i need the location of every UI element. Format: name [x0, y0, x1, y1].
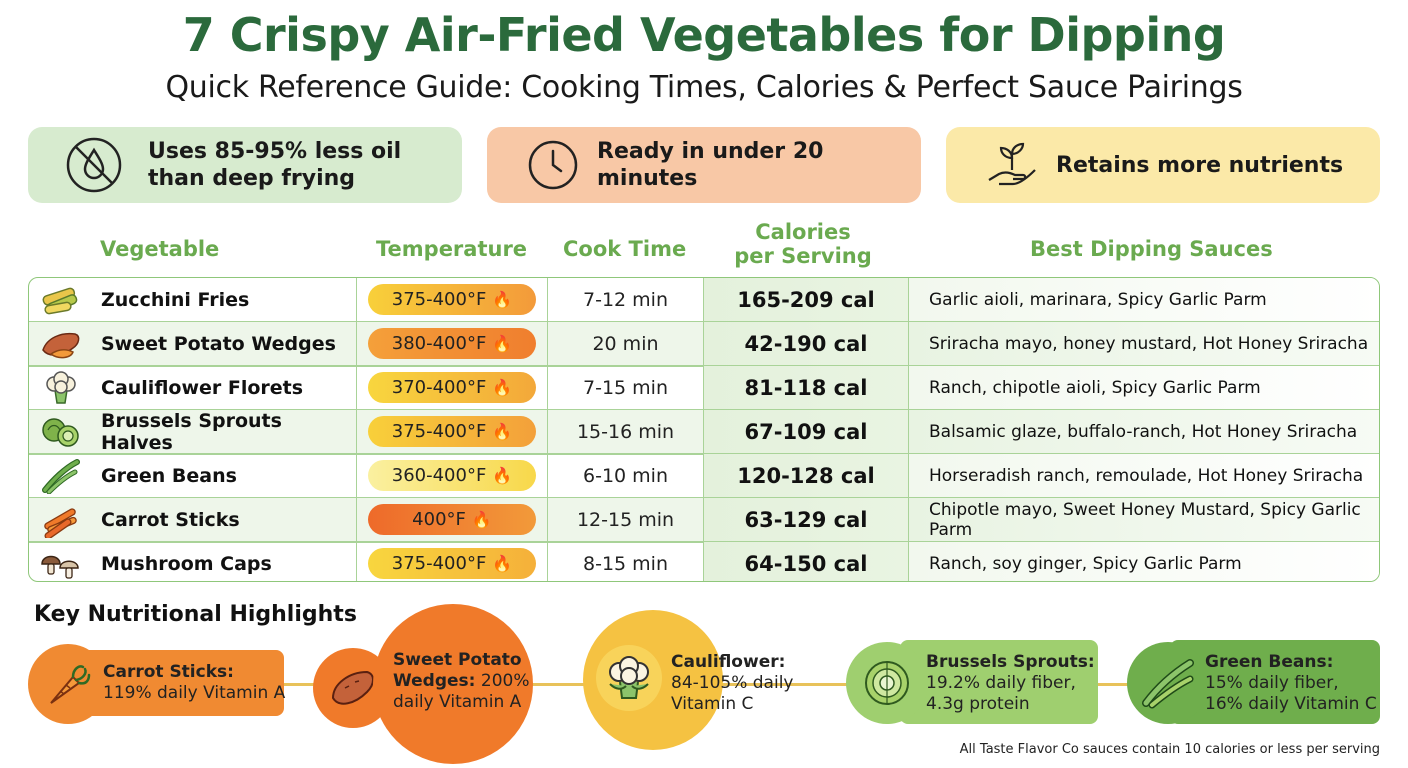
col-header-sauces: Best Dipping Sauces [1030, 237, 1273, 261]
vegetable-name: Mushroom Caps [101, 552, 272, 575]
calories: 165-209 cal [704, 278, 909, 322]
clock-icon [523, 135, 583, 195]
sweet-potato-icon [331, 670, 374, 705]
temperature-pill: 375-400°F 🔥 [368, 416, 536, 448]
page-title: 7 Crispy Air-Fried Vegetables for Dippin… [182, 8, 1226, 62]
highlight-circle-cauliflower-icon [596, 645, 662, 711]
highlight-text-carrot: Carrot Sticks: 119% daily Vitamin A [103, 662, 286, 703]
vegetable-name: Green Beans [101, 464, 237, 487]
highlight-circle-green-beans [1127, 642, 1209, 724]
highlights-heading: Key Nutritional Highlights [34, 602, 357, 627]
flame-icon: 🔥 [492, 290, 513, 310]
calories: 42-190 cal [704, 322, 909, 366]
temperature-pill: 370-400°F 🔥 [368, 372, 536, 404]
benefit-text-nutrients: Retains more nutrients [1056, 152, 1344, 178]
benefit-card-nutrients: Retains more nutrients [946, 127, 1380, 203]
temperature-pill: 375-400°F 🔥 [368, 284, 536, 316]
page-subtitle: Quick Reference Guide: Cooking Times, Ca… [165, 70, 1243, 105]
sauces: Sriracha mayo, honey mustard, Hot Honey … [909, 322, 1379, 366]
vegetable-table: Zucchini Fries 375-400°F 🔥 7-12 min 165-2… [28, 277, 1380, 582]
highlight-text-cauliflower: Cauliflower: 84-105% daily Vitamin C [671, 652, 794, 714]
table-row: Cauliflower Florets 370-400°F 🔥 7-15 min … [29, 366, 1379, 410]
sauces: Ranch, chipotle aioli, Spicy Garlic Parm [909, 366, 1379, 410]
cook-time: 7-15 min [548, 366, 704, 410]
mushroom-icon [41, 555, 79, 579]
highlight-circle-brussels [846, 642, 928, 724]
cauliflower-icon [609, 656, 649, 699]
no-oil-icon [64, 135, 124, 195]
vegetable-name: Sweet Potato Wedges [101, 332, 336, 355]
temperature-pill: 360-400°F 🔥 [368, 460, 536, 492]
cook-time: 6-10 min [548, 454, 704, 498]
table-row: Carrot Sticks 400°F 🔥 12-15 min 63-129 ca… [29, 498, 1379, 542]
sauces: Ranch, soy ginger, Spicy Garlic Parm [909, 542, 1379, 581]
table-row: Zucchini Fries 375-400°F 🔥 7-12 min 165-2… [29, 278, 1379, 322]
cook-time: 7-12 min [548, 278, 704, 322]
cook-time: 15-16 min [548, 410, 704, 454]
col-header-cook-time: Cook Time [563, 237, 687, 261]
green-beans-icon [1142, 659, 1194, 709]
highlight-text-green-beans: Green Beans: 15% daily fiber, 16% daily Vi… [1205, 652, 1377, 714]
sauces: Garlic aioli, marinara, Spicy Garlic Par… [909, 278, 1379, 322]
benefit-card-oil: Uses 85-95% less oil than deep frying [28, 127, 462, 203]
calories: 63-129 cal [704, 498, 909, 542]
temperature-pill: 375-400°F 🔥 [368, 548, 536, 580]
temperature-pill: 400°F 🔥 [368, 504, 536, 536]
highlight-circle-sweet-potato-large [373, 604, 533, 764]
cook-time: 20 min [548, 322, 704, 366]
sauces: Balsamic glaze, buffalo-ranch, Hot Honey… [909, 410, 1379, 454]
benefit-card-time: Ready in under 20 minutes [487, 127, 921, 203]
col-header-calories: Calories per Serving [734, 220, 872, 268]
flame-icon: 🔥 [492, 554, 513, 574]
calories: 64-150 cal [704, 542, 909, 581]
sprout-hand-icon [982, 135, 1042, 195]
temperature-pill: 380-400°F 🔥 [368, 328, 536, 360]
vegetable-name: Zucchini Fries [101, 288, 250, 311]
sauces: Horseradish ranch, remoulade, Hot Honey … [909, 454, 1379, 498]
zucchini-icon [42, 287, 78, 315]
highlight-panel-brussels [900, 640, 1098, 724]
brussels-sprouts-icon [865, 661, 909, 705]
highlight-circle-carrot [28, 644, 108, 724]
benefit-text-oil: Uses 85-95% less oil than deep frying [148, 139, 402, 191]
calories: 81-118 cal [704, 366, 909, 410]
table-row: Green Beans 360-400°F 🔥 6-10 min 120-128 … [29, 454, 1379, 498]
vegetable-name: Carrot Sticks [101, 508, 240, 531]
flame-icon: 🔥 [492, 422, 513, 442]
sauces: Chipotle mayo, Sweet Honey Mustard, Spic… [909, 498, 1379, 542]
calories: 120-128 cal [704, 454, 909, 498]
benefit-text-time: Ready in under 20 minutes [597, 139, 824, 191]
cauliflower-icon [46, 371, 76, 404]
col-header-vegetable: Vegetable [100, 237, 220, 261]
sweet-potato-icon [42, 332, 80, 359]
table-row: Brussels Sprouts Halves 375-400°F 🔥 15-16… [29, 409, 1379, 454]
table-row: Mushroom Caps 375-400°F 🔥 8-15 min 64-150… [29, 542, 1379, 581]
cook-time: 8-15 min [548, 542, 704, 581]
carrot-icon [50, 665, 91, 704]
vegetable-name: Cauliflower Florets [101, 376, 304, 399]
col-header-temperature: Temperature [376, 237, 528, 261]
vegetable-name: Brussels Sprouts Halves [101, 409, 282, 454]
highlight-text-brussels: Brussels Sprouts: 19.2% daily fiber, 4.3g … [926, 652, 1095, 714]
footnote: All Taste Flavor Co sauces contain 10 ca… [959, 742, 1380, 757]
cook-time: 12-15 min [548, 498, 704, 542]
table-row: Sweet Potato Wedges 380-400°F 🔥 20 min 42… [29, 322, 1379, 366]
brussels-sprouts-icon [42, 418, 79, 447]
flame-icon: 🔥 [471, 510, 492, 530]
calories: 67-109 cal [704, 410, 909, 454]
highlight-text-sweet-potato: Sweet Potato Wedges: 200% daily Vitamin A [393, 650, 530, 712]
flame-icon: 🔥 [492, 378, 513, 398]
flame-icon: 🔥 [492, 466, 513, 486]
carrot-sticks-icon [44, 508, 77, 538]
flame-icon: 🔥 [492, 334, 513, 354]
green-beans-icon [42, 458, 80, 494]
